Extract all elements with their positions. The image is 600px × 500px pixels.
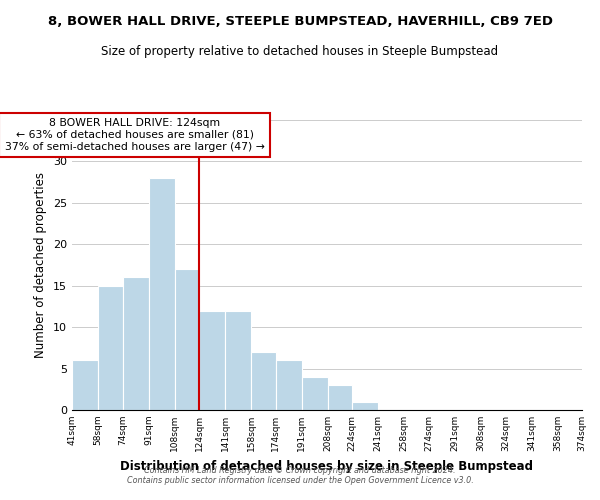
Y-axis label: Number of detached properties: Number of detached properties	[34, 172, 47, 358]
Bar	[149, 178, 175, 410]
Bar	[199, 310, 225, 410]
Text: 8, BOWER HALL DRIVE, STEEPLE BUMPSTEAD, HAVERHILL, CB9 7ED: 8, BOWER HALL DRIVE, STEEPLE BUMPSTEAD, …	[47, 15, 553, 28]
Bar	[98, 286, 122, 410]
Bar	[225, 310, 251, 410]
Bar	[175, 269, 199, 410]
Bar	[275, 360, 302, 410]
Bar	[72, 360, 98, 410]
Text: Size of property relative to detached houses in Steeple Bumpstead: Size of property relative to detached ho…	[101, 45, 499, 58]
X-axis label: Distribution of detached houses by size in Steeple Bumpstead: Distribution of detached houses by size …	[121, 460, 533, 472]
Bar	[302, 377, 328, 410]
Bar	[328, 385, 352, 410]
Bar	[352, 402, 379, 410]
Bar	[122, 278, 149, 410]
Text: 8 BOWER HALL DRIVE: 124sqm
← 63% of detached houses are smaller (81)
37% of semi: 8 BOWER HALL DRIVE: 124sqm ← 63% of deta…	[5, 118, 265, 152]
Bar	[251, 352, 275, 410]
Text: Contains HM Land Registry data © Crown copyright and database right 2024.
Contai: Contains HM Land Registry data © Crown c…	[127, 466, 473, 485]
